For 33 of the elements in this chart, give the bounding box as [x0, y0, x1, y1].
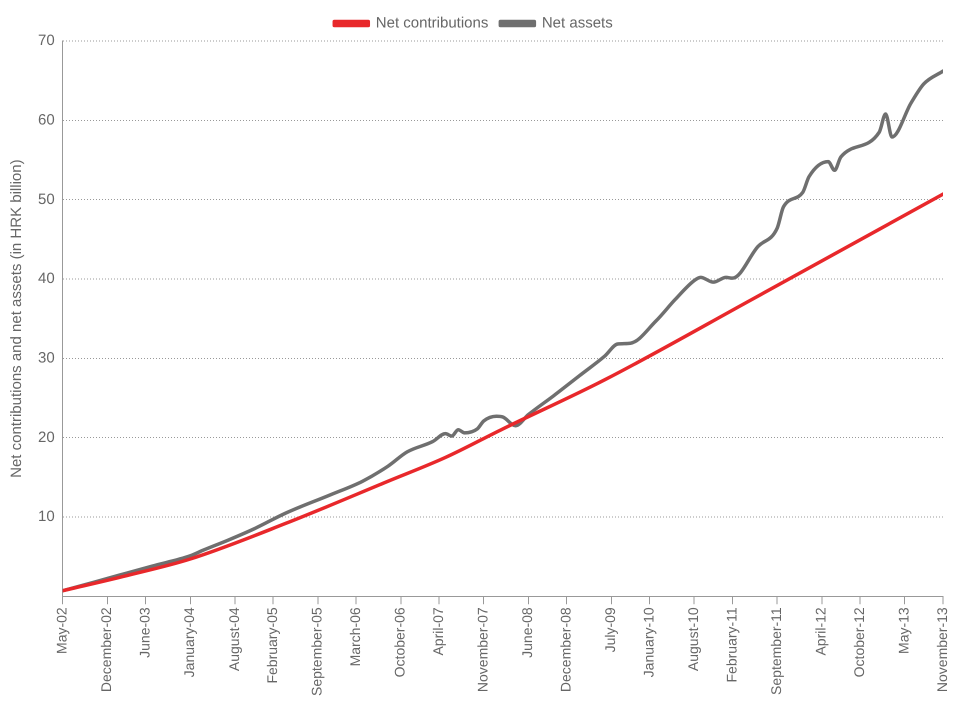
- y-tick-label: 60: [38, 111, 55, 128]
- x-tick-label: August-10: [685, 607, 702, 672]
- x-tick-label: August-04: [226, 607, 242, 672]
- y-tick-label: 20: [38, 428, 55, 446]
- x-tick-label: April-07: [430, 607, 446, 656]
- legend-label: Net contributions: [376, 14, 488, 32]
- x-tick-label: July-09: [602, 607, 618, 652]
- x-tick-label: October-06: [392, 607, 408, 678]
- y-tick-label: 10: [38, 508, 55, 526]
- x-tick-label: June-03: [136, 607, 152, 658]
- y-tick-label: 30: [38, 349, 55, 366]
- x-tick-label: February-05: [264, 607, 280, 684]
- x-tick-label: September-11: [768, 607, 784, 695]
- x-tick-label: June-08: [519, 607, 536, 658]
- x-tick-label: December-02: [98, 607, 114, 692]
- x-tick-label: February-11: [723, 607, 740, 682]
- y-tick-label: 50: [38, 190, 55, 208]
- legend-label: Net assets: [542, 14, 613, 32]
- x-tick-label: May-02: [54, 607, 70, 654]
- x-tick-label: January-04: [181, 607, 198, 678]
- y-tick-label: 70: [38, 32, 55, 50]
- x-tick-label: January-10: [640, 607, 656, 678]
- x-tick-label: September-05: [308, 607, 325, 696]
- line-series: [62, 192, 943, 592]
- x-tick-label: December-08: [557, 607, 574, 692]
- x-tick-label: April-12: [812, 607, 829, 656]
- x-tick-label: May-13: [896, 607, 912, 654]
- y-tick-label: 40: [38, 270, 55, 288]
- x-tick-label: October-12: [850, 607, 867, 678]
- x-tick-label: November-13: [934, 607, 950, 692]
- y-axis-title: Net contributions and net assets (in HRK billion): [8, 159, 26, 478]
- x-tick-label: November-07: [474, 607, 491, 692]
- x-tick-label: March-06: [346, 607, 363, 666]
